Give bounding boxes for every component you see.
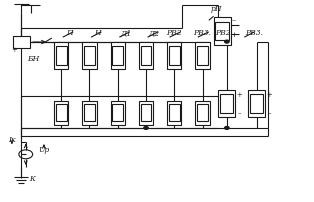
Text: Д2: Д2 [148,29,160,37]
Bar [215,23,229,40]
Text: БН: БН [27,55,39,63]
Bar [82,42,97,70]
Bar [84,47,95,65]
Bar [167,101,181,125]
Bar [112,47,123,65]
Bar [141,105,151,122]
Text: Д1: Д1 [120,29,131,37]
Bar [56,47,67,65]
Text: +: + [236,91,242,99]
Text: –: – [267,109,271,117]
Text: +: + [11,46,17,54]
Bar [250,95,263,113]
Bar [112,105,123,122]
Bar [195,42,210,70]
Bar [214,18,231,45]
Text: РВ2: РВ2 [215,29,231,37]
Bar [195,101,210,125]
Circle shape [225,41,229,44]
Bar [248,91,265,117]
Bar [84,105,95,122]
Bar [220,95,233,113]
Text: +: + [266,91,272,99]
Text: К: К [30,174,35,182]
Bar [13,37,30,48]
Bar [56,105,67,122]
Bar [111,101,125,125]
Bar [82,101,97,125]
Bar [54,101,68,125]
Text: РВ3.: РВ3. [245,29,263,37]
Bar [54,42,68,70]
Bar [139,42,153,70]
Bar [139,101,153,125]
Bar [169,105,180,122]
Text: Iк: Iк [8,135,16,143]
Bar [169,47,180,65]
Bar [197,47,208,65]
Text: +: + [230,30,237,38]
Text: РВ2: РВ2 [166,29,182,37]
Text: Uр: Uр [38,145,50,154]
Text: –: – [237,109,241,117]
Bar [141,47,151,65]
Bar [197,105,208,122]
Bar [218,91,236,117]
Text: рП: рП [211,5,222,13]
Bar [111,42,125,70]
Text: РВ3.: РВ3. [193,29,212,37]
Text: Н: Н [94,29,101,37]
Bar [167,42,181,70]
Circle shape [144,127,148,130]
Text: П: П [66,29,73,37]
Circle shape [225,127,229,130]
Text: –: – [232,16,236,24]
